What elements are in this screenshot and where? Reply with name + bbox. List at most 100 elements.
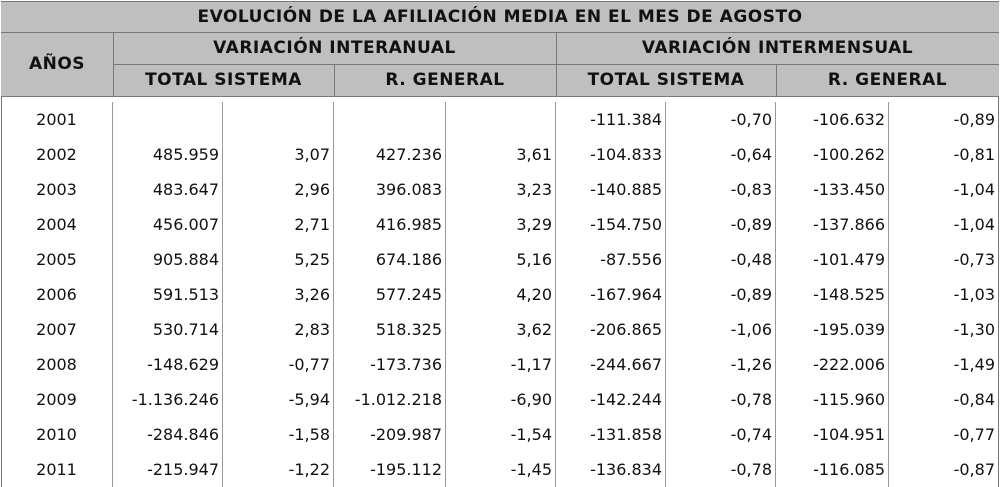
value-cell: -104.951	[776, 417, 889, 452]
value-cell	[113, 102, 223, 137]
year-cell: 2008	[1, 347, 113, 382]
value-cell: -100.262	[776, 137, 889, 172]
rule	[113, 32, 114, 96]
year-cell: 2011	[1, 452, 113, 487]
value-cell: -1,45	[446, 452, 556, 487]
column-header: R. GENERAL	[776, 64, 999, 96]
value-cell: -0,81	[889, 137, 999, 172]
value-cell: -154.750	[556, 207, 666, 242]
rule	[1, 96, 999, 97]
value-cell: -0,70	[666, 102, 776, 137]
value-cell: -1,58	[223, 417, 334, 452]
rule	[556, 32, 557, 96]
rule	[998, 96, 999, 487]
value-cell: 577.245	[334, 277, 446, 312]
value-cell: 3,07	[223, 137, 334, 172]
value-cell: -140.885	[556, 172, 666, 207]
value-cell: 416.985	[334, 207, 446, 242]
value-cell: -0,84	[889, 382, 999, 417]
value-cell: -206.865	[556, 312, 666, 347]
value-cell: -106.632	[776, 102, 889, 137]
value-cell: -136.834	[556, 452, 666, 487]
value-cell: -142.244	[556, 382, 666, 417]
column-header: TOTAL SISTEMA	[556, 64, 776, 96]
value-cell: -0,89	[666, 277, 776, 312]
value-cell: -0,87	[889, 452, 999, 487]
value-cell	[446, 102, 556, 137]
year-cell: 2009	[1, 382, 113, 417]
rule	[1, 32, 999, 33]
value-cell: -0,89	[666, 207, 776, 242]
value-cell: -1,22	[223, 452, 334, 487]
value-cell: -215.947	[113, 452, 223, 487]
value-cell: -209.987	[334, 417, 446, 452]
value-cell: 530.714	[113, 312, 223, 347]
value-cell: -0,73	[889, 242, 999, 277]
value-cell: -1,03	[889, 277, 999, 312]
value-cell: -284.846	[113, 417, 223, 452]
value-cell: -195.112	[334, 452, 446, 487]
value-cell: 396.083	[334, 172, 446, 207]
value-cell: -0,78	[666, 382, 776, 417]
value-cell: 3,61	[446, 137, 556, 172]
value-cell: -1,26	[666, 347, 776, 382]
value-cell: -0,77	[223, 347, 334, 382]
value-cell: 3,62	[446, 312, 556, 347]
value-cell: 905.884	[113, 242, 223, 277]
value-cell: -137.866	[776, 207, 889, 242]
value-cell: -148.629	[113, 347, 223, 382]
column-header: TOTAL SISTEMA	[113, 64, 334, 96]
value-cell: 427.236	[334, 137, 446, 172]
value-cell: -101.479	[776, 242, 889, 277]
value-cell: -195.039	[776, 312, 889, 347]
column-header: R. GENERAL	[334, 64, 556, 96]
value-cell: -167.964	[556, 277, 666, 312]
year-cell: 2002	[1, 137, 113, 172]
value-cell: -0,83	[666, 172, 776, 207]
value-cell: -1,04	[889, 172, 999, 207]
value-cell: 456.007	[113, 207, 223, 242]
value-cell: 2,71	[223, 207, 334, 242]
value-cell: -1,06	[666, 312, 776, 347]
year-cell: 2010	[1, 417, 113, 452]
value-cell: -104.833	[556, 137, 666, 172]
value-cell: -148.525	[776, 277, 889, 312]
value-cell: -0,89	[889, 102, 999, 137]
value-cell: 3,29	[446, 207, 556, 242]
value-cell: -244.667	[556, 347, 666, 382]
rule	[1, 1, 999, 2]
value-cell: 4,20	[446, 277, 556, 312]
value-cell: 485.959	[113, 137, 223, 172]
value-cell: -222.006	[776, 347, 889, 382]
value-cell: 5,25	[223, 242, 334, 277]
value-cell: 3,23	[446, 172, 556, 207]
value-cell: -1,54	[446, 417, 556, 452]
value-cell: -1,17	[446, 347, 556, 382]
value-cell: 518.325	[334, 312, 446, 347]
year-cell: 2004	[1, 207, 113, 242]
value-cell: -1.012.218	[334, 382, 446, 417]
value-cell: -111.384	[556, 102, 666, 137]
value-cell: -5,94	[223, 382, 334, 417]
year-cell: 2003	[1, 172, 113, 207]
year-cell: 2006	[1, 277, 113, 312]
value-cell: -1.136.246	[113, 382, 223, 417]
value-cell: -116.085	[776, 452, 889, 487]
value-cell: -133.450	[776, 172, 889, 207]
value-cell: 2,83	[223, 312, 334, 347]
value-cell: -0,48	[666, 242, 776, 277]
value-cell	[334, 102, 446, 137]
value-cell: -173.736	[334, 347, 446, 382]
rule	[776, 64, 777, 96]
value-cell: -87.556	[556, 242, 666, 277]
value-cell: 2,96	[223, 172, 334, 207]
value-cell: -0,64	[666, 137, 776, 172]
value-cell: -1,30	[889, 312, 999, 347]
value-cell: -0,74	[666, 417, 776, 452]
year-cell: 2005	[1, 242, 113, 277]
value-cell: -0,78	[666, 452, 776, 487]
group-header: VARIACIÓN INTERANUAL	[113, 32, 556, 64]
title: EVOLUCIÓN DE LA AFILIACIÓN MEDIA EN EL M…	[1, 2, 999, 32]
year-cell: 2007	[1, 312, 113, 347]
